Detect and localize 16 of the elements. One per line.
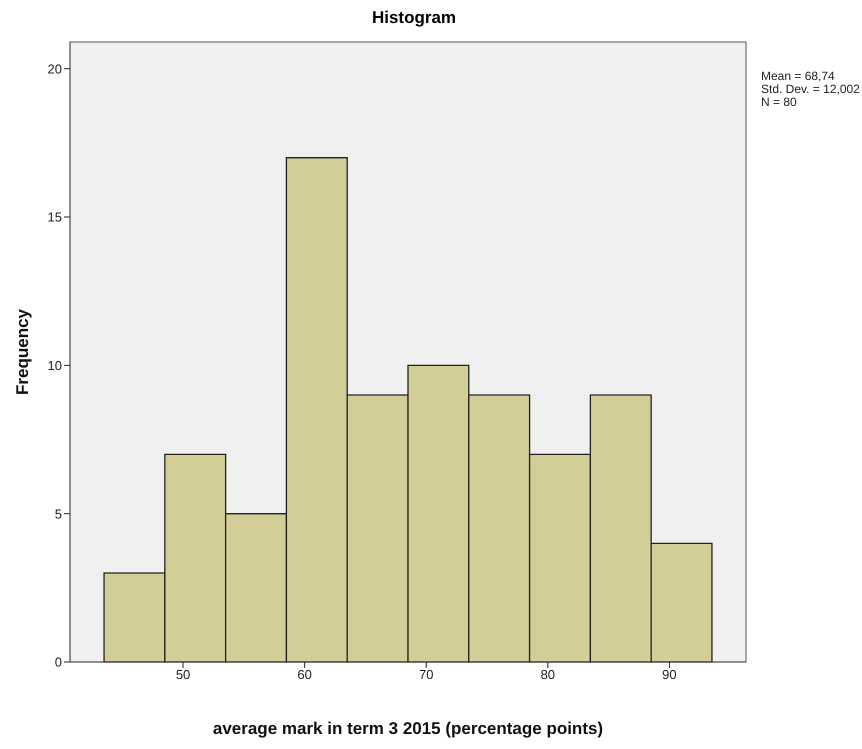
x-axis-title: average mark in term 3 2015 (percentage points)	[212, 719, 604, 738]
x-tick-label: 50	[176, 667, 190, 682]
text: Mean = 68,74	[761, 69, 836, 83]
y-tick-label: 0	[54, 654, 62, 670]
x-tick-label: 80	[540, 667, 556, 682]
y-tick-label: 10	[48, 358, 62, 373]
y-tick-label: 5	[54, 506, 62, 522]
text: Std. Dev. = 12,002	[761, 82, 860, 96]
chart-title: Histogram	[370, 8, 458, 28]
y-axis-title: Frequency	[13, 308, 32, 395]
x-tick-label: 90	[662, 667, 677, 682]
y-tick-label: 20	[48, 61, 62, 76]
x-tick-label: 70	[419, 667, 434, 682]
text: N = 80	[761, 95, 798, 109]
x-tick-label: 60	[297, 667, 312, 682]
y-tick-label: 15	[48, 210, 62, 225]
